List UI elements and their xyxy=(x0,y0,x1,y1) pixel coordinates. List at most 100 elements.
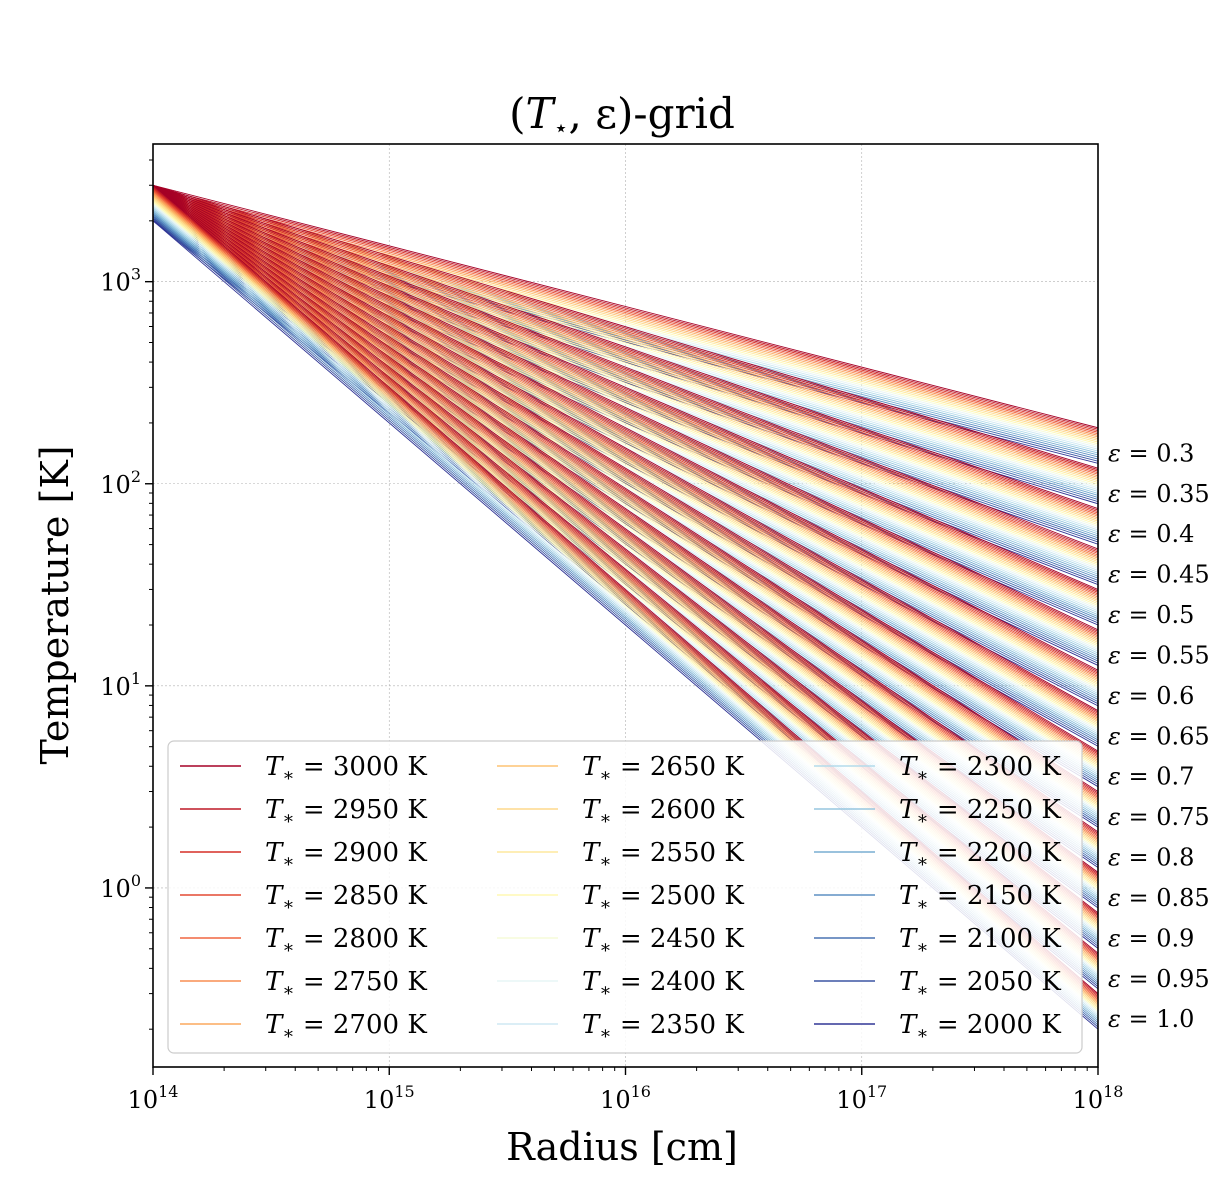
legend-entry-label: T∗ = 2350 K xyxy=(582,1010,744,1044)
series-line xyxy=(153,184,1098,429)
series-line xyxy=(153,186,1098,673)
legend-entry-label: T∗ = 2550 K xyxy=(582,838,744,872)
epsilon-labels: ε = 0.3 ε = 0.35 ε = 0.4 ε = 0.45 ε = 0.5 ε =… xyxy=(1108,439,1210,1033)
series-line xyxy=(153,190,1098,758)
series-line xyxy=(153,192,1098,436)
series-line xyxy=(153,192,1098,598)
epsilon-label: ε = 0.9 xyxy=(1108,924,1194,952)
epsilon-label: ε = 0.4 xyxy=(1108,520,1194,548)
legend-entry-label: T∗ = 2600 K xyxy=(582,795,744,829)
legend-entry-label: T∗ = 2650 K xyxy=(582,752,744,786)
series-line xyxy=(153,186,1098,834)
y-tick-label: 100 xyxy=(100,871,141,903)
x-tick-label: 1016 xyxy=(600,1082,651,1114)
series-line xyxy=(153,210,1098,494)
legend-box xyxy=(167,740,1083,1054)
series-line xyxy=(153,186,1098,592)
series-line xyxy=(153,192,1098,800)
series-line xyxy=(153,184,1098,671)
series-line xyxy=(153,186,1098,794)
series-line xyxy=(153,192,1098,477)
x-axis-label: Radius [cm] xyxy=(506,1125,738,1169)
legend-entry-label: T∗ = 2800 K xyxy=(265,924,427,958)
series-line xyxy=(153,189,1098,756)
epsilon-label: ε = 0.85 xyxy=(1108,884,1210,912)
series-line xyxy=(153,184,1098,590)
series-line xyxy=(153,189,1098,635)
epsilon-label: ε = 0.65 xyxy=(1108,722,1210,750)
x-tick-labels: 1014 1015 1016 1017 1018 xyxy=(128,1082,1124,1114)
epsilon-label: ε = 0.45 xyxy=(1108,561,1210,589)
legend-entry-label: T∗ = 2300 K xyxy=(899,752,1061,786)
epsilon-label: ε = 0.55 xyxy=(1108,641,1210,669)
y-tick-label: 102 xyxy=(100,467,141,499)
series-line xyxy=(153,187,1098,715)
series-line xyxy=(153,184,1098,792)
series-line xyxy=(153,190,1098,839)
series-line xyxy=(153,189,1098,433)
series-line xyxy=(153,190,1098,798)
y-tick-label: 101 xyxy=(100,669,141,701)
series-line xyxy=(153,184,1098,631)
legend-entry-label: T∗ = 2950 K xyxy=(265,795,427,829)
legend-entry-label: T∗ = 2400 K xyxy=(582,967,744,1001)
legend: T∗ = 3000 K T∗ = 2950 K T∗ = 2900 K T∗ = 28… xyxy=(167,740,1083,1054)
legend-entry-label: T∗ = 2850 K xyxy=(265,881,427,915)
y-tick-labels: 100 101 102 103 xyxy=(100,265,141,903)
series-line xyxy=(153,187,1098,634)
series-line xyxy=(153,187,1098,795)
series-line xyxy=(153,187,1098,472)
series-line xyxy=(153,189,1098,837)
legend-entry-label: T∗ = 2100 K xyxy=(899,924,1061,958)
x-tick-label: 1017 xyxy=(836,1082,887,1114)
y-tick-label: 103 xyxy=(100,265,141,297)
series-line xyxy=(153,192,1098,719)
series-line xyxy=(153,190,1098,475)
series-line xyxy=(153,189,1098,595)
series-line xyxy=(153,187,1098,674)
legend-entry-label: T∗ = 3000 K xyxy=(265,752,427,786)
epsilon-label: ε = 0.5 xyxy=(1108,601,1194,629)
series-line xyxy=(153,187,1098,836)
series-line xyxy=(153,190,1098,718)
series-line xyxy=(153,192,1098,840)
series-line xyxy=(153,186,1098,511)
legend-entry-label: T∗ = 2900 K xyxy=(265,838,427,872)
epsilon-label: ε = 0.3 xyxy=(1108,439,1194,467)
series-line xyxy=(153,184,1098,752)
series-line xyxy=(153,189,1098,474)
series-line xyxy=(153,184,1098,510)
series-line xyxy=(153,184,1098,550)
series-line xyxy=(153,189,1098,676)
legend-entry-label: T∗ = 2750 K xyxy=(265,967,427,1001)
series-line xyxy=(153,184,1098,833)
series-line xyxy=(153,190,1098,677)
series-line xyxy=(153,192,1098,760)
series-line xyxy=(153,210,1098,616)
series-line xyxy=(153,189,1098,797)
legend-entry-label: T∗ = 2700 K xyxy=(265,1010,427,1044)
series-line xyxy=(153,186,1098,551)
y-axis-label: Temperature [K] xyxy=(33,445,77,764)
series-line xyxy=(153,186,1098,471)
series-line xyxy=(153,210,1098,454)
series-line xyxy=(153,192,1098,558)
legend-entry-label: T∗ = 2250 K xyxy=(899,795,1061,829)
series-line xyxy=(153,189,1098,514)
legend-entry-label: T∗ = 2450 K xyxy=(582,924,744,958)
series-line xyxy=(153,190,1098,556)
series-line xyxy=(153,186,1098,430)
series-line xyxy=(153,186,1098,713)
epsilon-label: ε = 0.8 xyxy=(1108,844,1194,872)
series-line xyxy=(153,186,1098,632)
series-line xyxy=(153,187,1098,593)
legend-entry-label: T∗ = 2500 K xyxy=(582,881,744,915)
epsilon-label: ε = 1.0 xyxy=(1108,1005,1194,1033)
series-line xyxy=(153,184,1098,712)
legend-entry-label: T∗ = 2200 K xyxy=(899,838,1061,872)
x-tick-label: 1018 xyxy=(1073,1082,1124,1114)
series-line xyxy=(153,187,1098,755)
series-line xyxy=(153,192,1098,679)
series-line xyxy=(153,187,1098,553)
